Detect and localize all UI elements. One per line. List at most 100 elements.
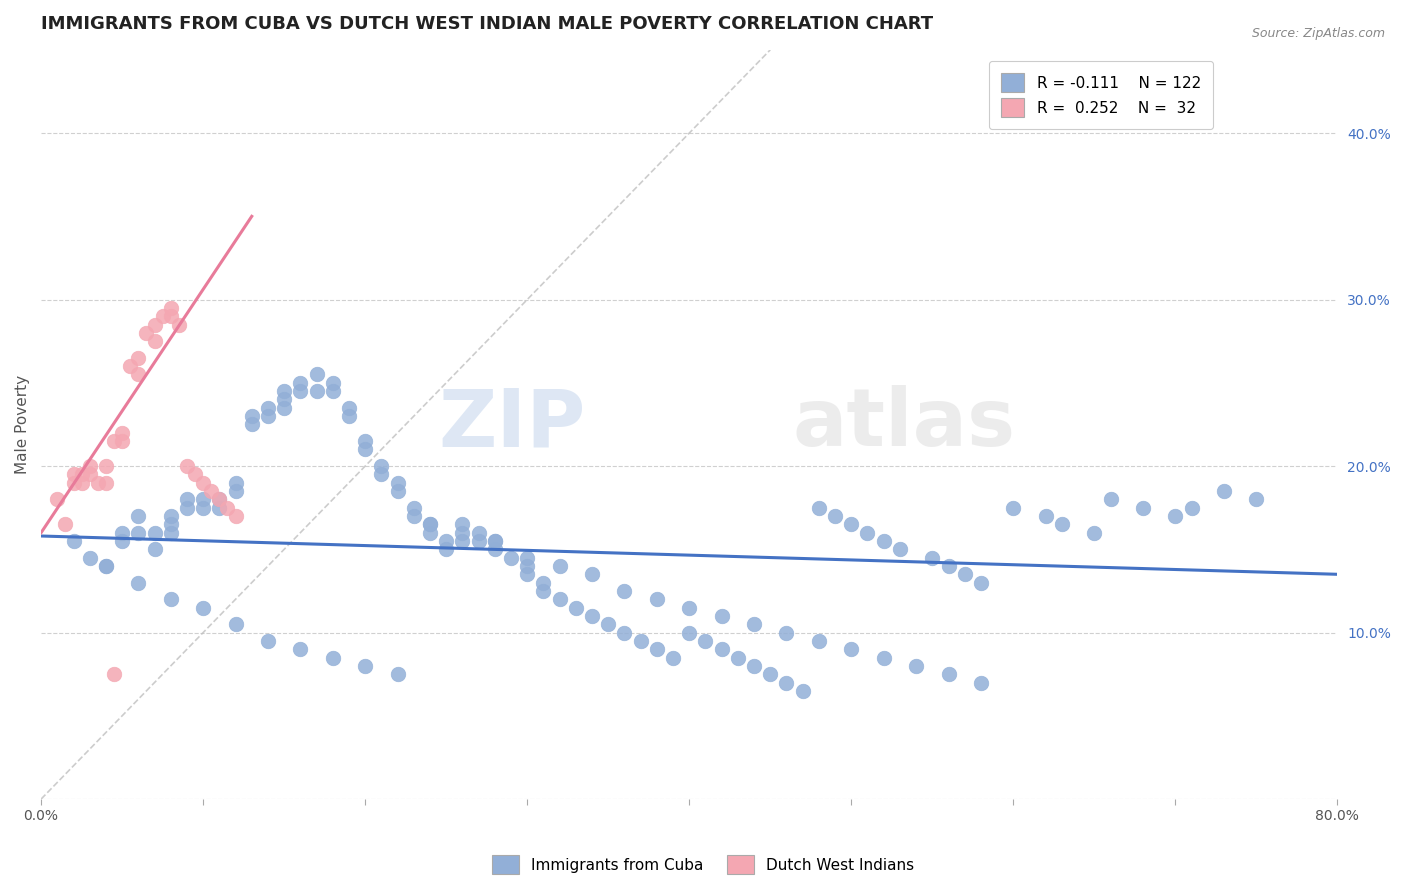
Point — [839, 642, 862, 657]
Point — [120, 359, 142, 374]
Point — [94, 459, 117, 474]
Point — [581, 608, 603, 623]
Text: Source: ZipAtlas.com: Source: ZipAtlas.com — [1251, 27, 1385, 40]
Point — [742, 658, 765, 673]
Point — [176, 500, 198, 515]
Point — [94, 558, 117, 573]
Point — [630, 633, 652, 648]
Point — [695, 633, 717, 648]
Point — [94, 558, 117, 573]
Point — [240, 417, 263, 432]
Point — [451, 525, 474, 540]
Point — [1035, 508, 1057, 523]
Point — [225, 475, 247, 490]
Point — [305, 368, 328, 382]
Point — [710, 608, 733, 623]
Point — [662, 650, 685, 665]
Point — [370, 467, 392, 482]
Point — [176, 459, 198, 474]
Point — [645, 642, 668, 657]
Point — [225, 484, 247, 499]
Point — [159, 301, 181, 315]
Point — [548, 558, 571, 573]
Point — [159, 517, 181, 532]
Point — [484, 533, 506, 548]
Point — [419, 517, 441, 532]
Point — [1213, 484, 1236, 499]
Point — [103, 667, 125, 681]
Point — [775, 675, 797, 690]
Point — [70, 467, 93, 482]
Point — [290, 642, 312, 657]
Point — [921, 550, 943, 565]
Point — [451, 533, 474, 548]
Point — [873, 533, 896, 548]
Point — [354, 434, 377, 449]
Point — [434, 533, 457, 548]
Point — [1083, 525, 1105, 540]
Point — [434, 542, 457, 557]
Point — [167, 318, 190, 332]
Point — [273, 392, 295, 407]
Point — [79, 550, 101, 565]
Point — [111, 425, 134, 440]
Point — [565, 600, 588, 615]
Point — [143, 525, 166, 540]
Point — [143, 318, 166, 332]
Point — [484, 533, 506, 548]
Point — [792, 683, 814, 698]
Point — [516, 558, 538, 573]
Y-axis label: Male Poverty: Male Poverty — [15, 375, 30, 474]
Point — [159, 525, 181, 540]
Point — [111, 434, 134, 449]
Point — [176, 492, 198, 507]
Point — [159, 508, 181, 523]
Point — [938, 667, 960, 681]
Point — [1180, 500, 1202, 515]
Point — [953, 567, 976, 582]
Legend: Immigrants from Cuba, Dutch West Indians: Immigrants from Cuba, Dutch West Indians — [485, 849, 921, 880]
Point — [103, 434, 125, 449]
Point — [46, 492, 69, 507]
Point — [613, 625, 636, 640]
Point — [467, 525, 489, 540]
Point — [290, 384, 312, 399]
Text: IMMIGRANTS FROM CUBA VS DUTCH WEST INDIAN MALE POVERTY CORRELATION CHART: IMMIGRANTS FROM CUBA VS DUTCH WEST INDIA… — [41, 15, 934, 33]
Point — [191, 475, 214, 490]
Point — [62, 475, 84, 490]
Point — [613, 583, 636, 598]
Point — [127, 368, 149, 382]
Point — [419, 525, 441, 540]
Point — [127, 525, 149, 540]
Point — [225, 617, 247, 632]
Point — [257, 633, 280, 648]
Point — [79, 459, 101, 474]
Point — [889, 542, 911, 557]
Point — [208, 500, 231, 515]
Point — [533, 583, 555, 598]
Point — [191, 492, 214, 507]
Point — [402, 500, 425, 515]
Point — [135, 326, 157, 340]
Point — [1002, 500, 1025, 515]
Point — [1099, 492, 1122, 507]
Text: ZIP: ZIP — [439, 385, 585, 464]
Point — [127, 575, 149, 590]
Point — [322, 384, 344, 399]
Point — [127, 351, 149, 365]
Point — [322, 650, 344, 665]
Point — [354, 658, 377, 673]
Point — [159, 310, 181, 324]
Point — [273, 384, 295, 399]
Point — [905, 658, 928, 673]
Point — [370, 459, 392, 474]
Point — [1050, 517, 1073, 532]
Point — [484, 542, 506, 557]
Point — [225, 508, 247, 523]
Point — [970, 575, 993, 590]
Point — [387, 667, 409, 681]
Point — [240, 409, 263, 424]
Point — [516, 567, 538, 582]
Point — [94, 475, 117, 490]
Point — [387, 484, 409, 499]
